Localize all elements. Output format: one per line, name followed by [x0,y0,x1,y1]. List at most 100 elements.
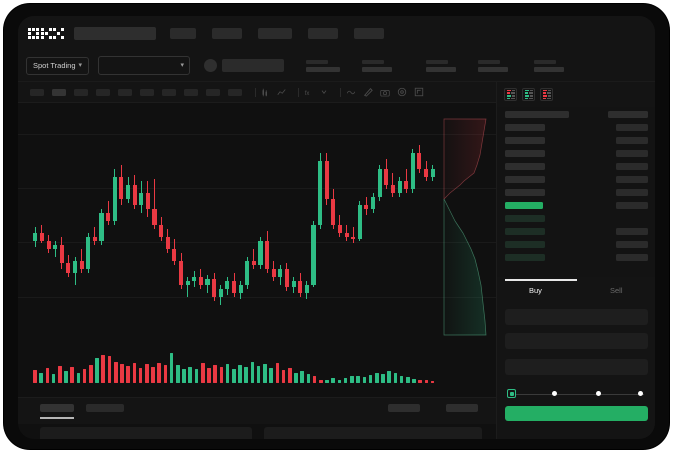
order-price-input[interactable] [505,309,648,325]
candle-wick [54,241,56,257]
percent-slider-step-1[interactable] [552,391,557,396]
candle-body [265,241,270,269]
orderbook-amount-spread [616,202,648,209]
order-total-input[interactable] [505,359,648,375]
tab-sell[interactable]: Sell [610,286,623,295]
percent-slider[interactable] [507,389,647,399]
volume-bar [163,365,168,383]
candle-body [311,225,316,285]
timeframe-button-6[interactable] [162,88,176,96]
orders-tab-active-underline [40,417,74,419]
candle-wick [253,249,255,269]
timeframe-button-0[interactable] [30,88,44,96]
orderbook-row-bid[interactable] [505,254,545,261]
timeframe-button-9[interactable] [228,88,242,96]
orders-tab-1[interactable] [86,404,124,412]
orders-tab-0[interactable] [40,404,74,412]
candle-body [251,261,256,265]
nav-item-0[interactable] [170,27,196,39]
spot-trading-dropdown[interactable]: Spot Trading ▾ [26,56,90,75]
timeframe-button-1[interactable] [52,88,66,96]
volume-bar [343,377,348,383]
timeframe-button-2[interactable] [74,88,88,96]
candle-body [298,281,303,293]
orderbook-amount-ask [616,124,648,131]
depth-buy-area [443,198,487,336]
orderbook-row-bid[interactable] [505,241,545,248]
search-input[interactable] [74,26,156,40]
timeframe-button-7[interactable] [184,88,198,96]
timeframe-button-8[interactable] [206,88,220,96]
volume-bar [374,372,379,383]
volume-bar [169,353,174,383]
orders-panel-0[interactable] [40,427,252,439]
orderbook-amount-ask [616,137,648,144]
tab-buy[interactable]: Buy [529,286,542,295]
chart-settings-icon[interactable] [397,87,407,97]
gridline-3 [18,296,496,298]
candle-body [318,161,323,225]
candle-body [424,169,429,177]
toolbar-divider [255,87,256,97]
candle-body [258,241,263,265]
volume-bar [213,365,217,383]
chevron-down-icon[interactable] [320,88,328,96]
timeframe-button-5[interactable] [140,88,154,96]
trade-order-form [497,303,655,439]
submit-buy-button[interactable] [505,406,648,421]
percent-slider-step-2[interactable] [596,391,601,396]
candle-body [384,169,389,185]
orderbook-row-ask[interactable] [505,137,545,144]
orderbook-row-ask[interactable] [505,163,545,170]
timeframe-button-4[interactable] [118,88,132,96]
camera-snapshot-icon[interactable] [380,88,390,97]
wave-chart-icon[interactable] [346,88,356,97]
timeframe-button-3[interactable] [96,88,110,96]
indicators-icon[interactable]: fx [304,88,313,97]
orderbook-row-bid[interactable] [505,228,545,235]
candle-body [397,181,402,193]
percent-slider-step-3[interactable] [638,391,643,396]
orders-panel-1[interactable] [264,427,482,439]
nav-item-1[interactable] [212,27,242,39]
orders-action-1[interactable] [446,404,478,412]
volume-bar [412,378,416,383]
orderbook-row-ask[interactable] [505,189,545,196]
candle-body [390,185,395,193]
volume-bar [89,365,93,383]
nav-item-4[interactable] [354,27,384,39]
orderbook-row-ask[interactable] [505,124,545,131]
market-stat-3 [478,59,509,72]
orderbook-row-spread[interactable] [505,202,543,209]
line-chart-icon[interactable] [277,88,286,97]
volume-bar [113,361,118,383]
volume-bar [232,368,236,383]
candle-body [86,237,91,269]
orderbook-mode-buy-icon[interactable] [522,88,535,101]
candlestick-chart[interactable] [18,103,496,339]
percent-slider-handle[interactable] [507,389,516,398]
orderbook-row-header [505,111,569,118]
volume-bar [430,380,435,383]
orderbook-rows[interactable] [497,107,655,277]
volume-bar [393,373,398,383]
candlestick-chart-icon[interactable] [261,88,270,97]
orderbook-row-ask[interactable] [505,176,545,183]
orders-action-0[interactable] [388,404,420,412]
trading-pair-select[interactable]: ▾ [98,56,191,75]
orderbook-row-bid[interactable] [505,215,545,222]
volume-bar [244,366,249,383]
candle-body [245,261,250,285]
nav-item-2[interactable] [258,27,292,39]
nav-item-3[interactable] [308,27,338,39]
orderbook-amount-header [608,111,648,118]
candle-body [344,233,349,237]
orderbook-mode-both-icon[interactable] [504,88,517,101]
drawing-tools-icon[interactable] [363,87,373,97]
orderbook-row-ask[interactable] [505,150,545,157]
fullscreen-icon[interactable] [414,87,424,97]
orderbook-mode-sell-icon[interactable] [540,88,553,101]
chevron-down-icon: ▾ [180,62,185,69]
order-amount-input[interactable] [505,333,648,349]
okx-logo[interactable] [28,27,64,39]
